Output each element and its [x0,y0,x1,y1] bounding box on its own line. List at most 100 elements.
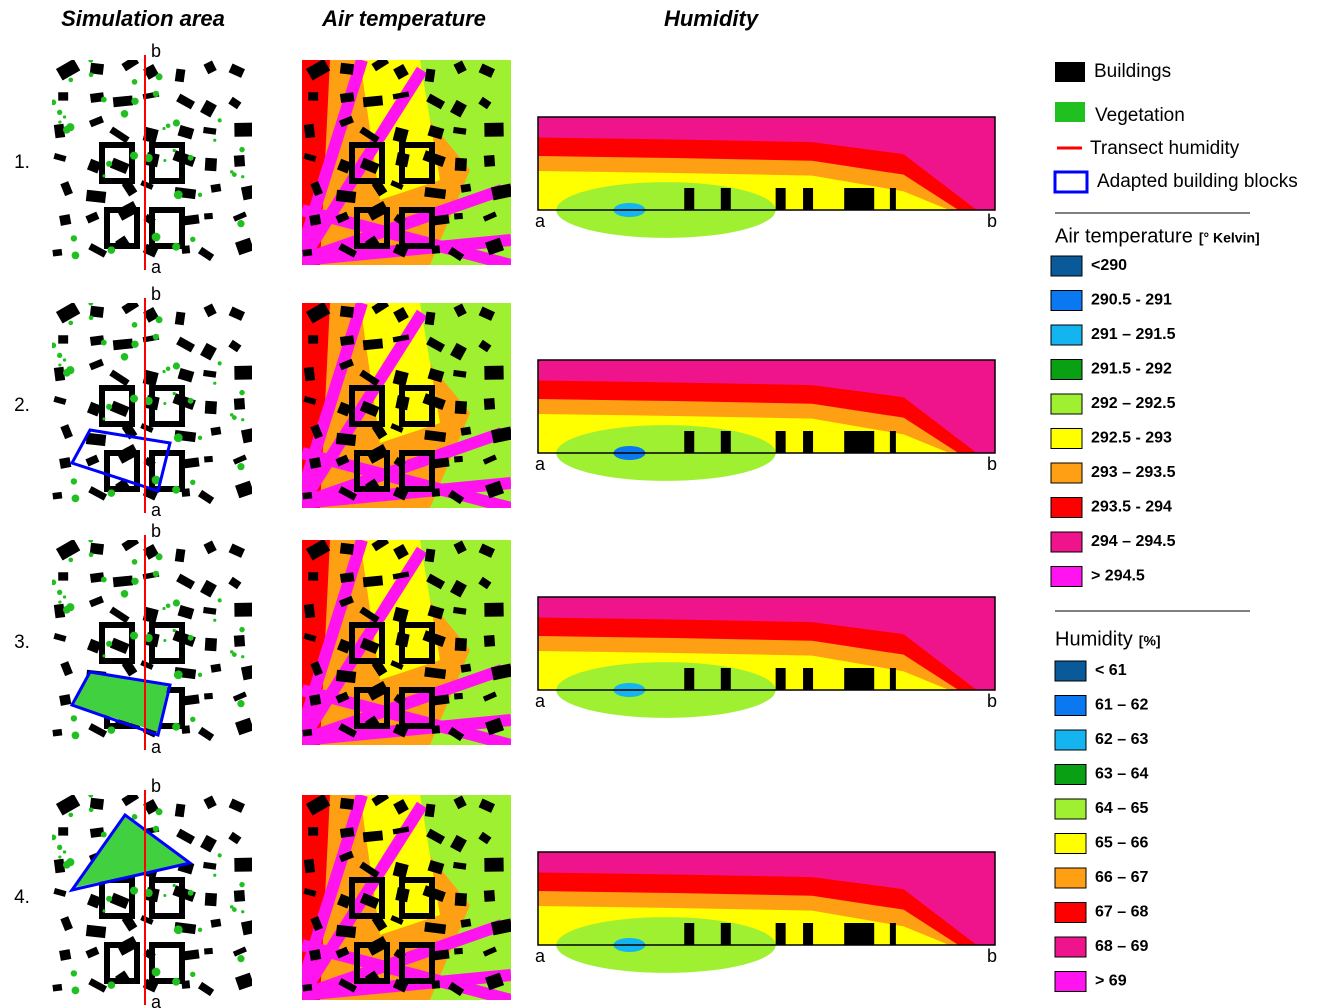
legend-swatch [1051,394,1082,414]
building [455,401,467,414]
row-label: 2. [14,395,30,416]
building [59,694,71,706]
vegetation [106,641,112,647]
vegetation [156,73,163,80]
vegetation [63,850,66,853]
building [308,572,318,580]
building [234,123,253,137]
building [363,831,383,843]
legend-swatch [1051,256,1082,276]
vegetation [163,639,166,642]
vegetation [121,353,129,361]
temperature-map [302,536,513,745]
building [340,798,354,810]
vegetation [72,731,80,739]
vegetation [101,97,107,103]
legend-title: Air temperature [1055,225,1193,247]
building [302,249,312,257]
legend-title: Humidity [1055,628,1133,650]
vegetation [72,986,80,994]
transect-start: a [535,691,546,711]
vegetation [51,100,57,106]
vegetation [57,353,62,358]
profile-building [776,668,786,690]
vegetation [58,120,61,123]
vegetation [237,955,244,962]
simulation-map [51,299,263,508]
vegetation [88,58,93,63]
profile-building [776,923,786,945]
legend-label: 66 – 67 [1095,869,1148,886]
vegetation [162,127,165,130]
legend-swatch [1051,567,1082,587]
building [52,249,62,257]
vegetation [66,858,74,866]
legend-label: 292 – 292.5 [1091,395,1176,412]
vegetation [173,392,176,395]
vegetation [68,321,73,326]
vegetation [106,404,112,410]
building [484,155,495,167]
legend-swatch [1051,360,1082,380]
transect-start: a [535,211,546,231]
building [308,335,318,343]
vegetation [58,363,61,366]
legend-label: 294 – 294.5 [1091,533,1176,550]
vegetation [121,590,129,598]
building [484,398,495,410]
vegetation [239,627,244,632]
vegetation [241,910,244,913]
vegetation [188,635,194,641]
building [484,123,503,137]
legend-label: Vegetation [1095,105,1185,126]
vegetation [66,366,74,374]
legend-swatch [1051,291,1082,311]
legend-swatch [1055,696,1086,716]
vegetation [174,925,183,934]
legend-label: > 69 [1095,973,1127,990]
profile-building [890,431,896,453]
building [59,457,71,469]
vegetation [173,884,176,887]
legend-swatch [1055,834,1086,854]
vegetation [51,835,57,841]
vegetation [173,362,180,369]
vegetation [172,486,180,494]
building [113,339,133,351]
vegetation [101,832,107,838]
transect-end: b [987,691,997,711]
vegetation [57,845,62,850]
building [460,184,471,193]
vegetation [153,91,159,97]
legend-swatch [1055,799,1086,819]
vegetation [108,489,116,497]
legend-unit: [° Kelvin] [1199,230,1260,246]
legend-label: 291 – 291.5 [1091,326,1176,343]
vegetation [71,970,77,976]
vegetation [237,463,244,470]
vegetation [188,155,194,161]
building [304,859,315,874]
building [363,96,383,108]
vegetation [130,632,138,640]
vegetation [198,928,202,932]
vegetation [51,343,57,349]
building [309,949,321,961]
profile-building [890,668,896,690]
building [484,635,495,647]
vegetation [63,595,66,598]
transect-end: b [987,946,997,966]
vegetation [72,251,80,259]
building [336,433,356,446]
transect-start: a [151,257,162,277]
building [234,155,245,167]
building [204,693,213,700]
building [340,306,354,318]
building [308,92,318,100]
building [204,456,213,463]
profile-building [890,923,896,945]
building [309,694,321,706]
building [484,366,503,380]
transect-end: b [151,284,161,304]
vegetation [71,235,77,241]
